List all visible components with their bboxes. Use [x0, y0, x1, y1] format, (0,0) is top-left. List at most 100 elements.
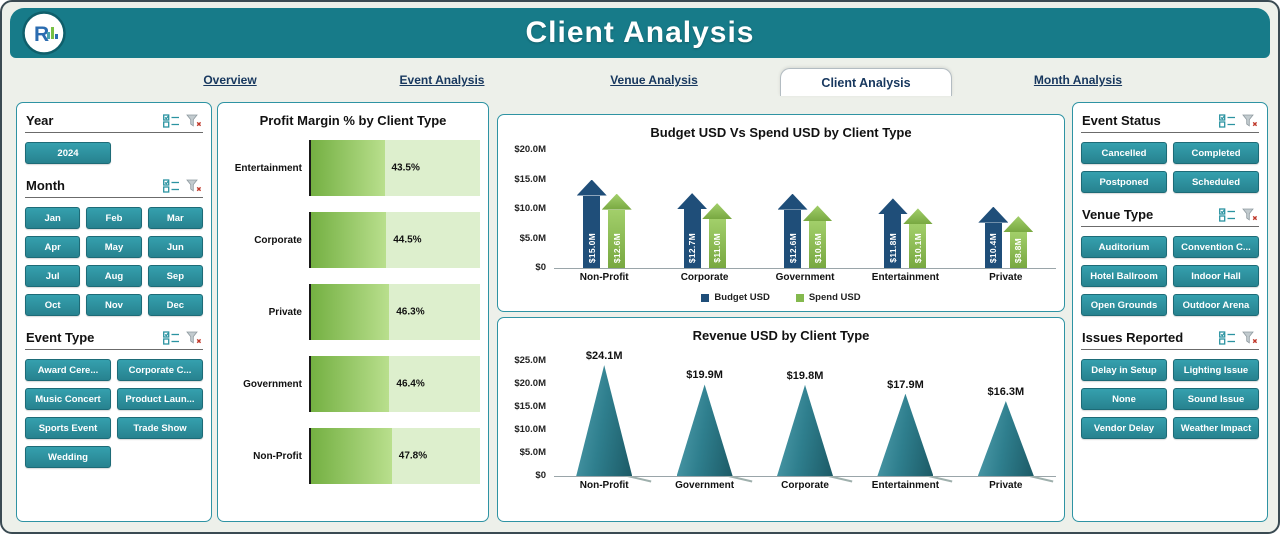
clear-filter-icon[interactable] [1242, 331, 1258, 345]
left-filter-panel: Year 2024 Month Jan Feb Mar Apr May Jun Jul Aug… [16, 102, 212, 522]
slicer-button-lighting-issue[interactable]: Lighting Issue [1173, 359, 1259, 381]
multi-select-icon[interactable] [163, 113, 180, 128]
clear-filter-icon[interactable] [186, 331, 202, 345]
slicer-button-jun[interactable]: Jun [147, 236, 203, 258]
year-buttons: 2024 [25, 142, 203, 164]
month-buttons: Jan Feb Mar Apr May Jun Jul Aug Sep Oct Nov Dec [25, 207, 203, 316]
legend-swatch [795, 293, 804, 302]
slicer-button-delay-in-setup[interactable]: Delay in Setup [1081, 359, 1167, 381]
slicer-button-2024[interactable]: 2024 [25, 142, 111, 164]
issues-reported-slicer: Issues Reported Delay in Setup Lighting I… [1081, 328, 1259, 439]
profit-bar [311, 356, 390, 412]
revenue-chart-title: Revenue USD by Client Type [692, 328, 870, 343]
spend-arrow: $12.6M [601, 193, 632, 268]
profit-margin-panel: Profit Margin % by Client Type Entertain… [217, 102, 489, 522]
slicer-button-trade-show[interactable]: Trade Show [117, 417, 203, 439]
budget-arrow: $12.6M [777, 193, 808, 268]
slicer-button-completed[interactable]: Completed [1173, 142, 1259, 164]
slicer-button-corporate-c-[interactable]: Corporate C... [117, 359, 203, 381]
slicer-button-sound-issue[interactable]: Sound Issue [1173, 388, 1259, 410]
slicer-button-vendor-delay[interactable]: Vendor Delay [1081, 417, 1167, 439]
slicer-button-cancelled[interactable]: Cancelled [1081, 142, 1167, 164]
slicer-button-postponed[interactable]: Postponed [1081, 171, 1167, 193]
venue-type-slicer-title: Venue Type [1082, 207, 1154, 222]
revenue-value-label: $19.9M [686, 369, 723, 382]
slicer-button-open-grounds[interactable]: Open Grounds [1081, 294, 1167, 316]
slicer-button-mar[interactable]: Mar [147, 207, 203, 229]
revenue-chart-body: $0 $5.0M $10.0M $15.0M $20.0M $25.0M $24.1M $1… [506, 350, 1056, 491]
tab-cell: Venue Analysis [548, 62, 760, 96]
category-label: Non-Profit [579, 480, 629, 491]
budget-arrow: $10.4M [978, 206, 1009, 268]
slicer-button-outdoor-arena[interactable]: Outdoor Arena [1173, 294, 1259, 316]
clear-filter-icon[interactable] [1242, 208, 1258, 222]
slicer-button-award-cere-[interactable]: Award Cere... [25, 359, 111, 381]
slicer-button-music-concert[interactable]: Music Concert [25, 388, 111, 410]
spend-arrow: $11.0M [702, 203, 733, 268]
slicer-button-sep[interactable]: Sep [147, 265, 203, 287]
slicer-button-convention-c-[interactable]: Convention C... [1173, 236, 1259, 258]
clear-filter-icon[interactable] [186, 114, 202, 128]
tab-month-analysis[interactable]: Month Analysis [1033, 73, 1123, 87]
tab-venue-analysis[interactable]: Venue Analysis [610, 73, 698, 87]
slicer-button-scheduled[interactable]: Scheduled [1173, 171, 1259, 193]
slicer-button-weather-impact[interactable]: Weather Impact [1173, 417, 1259, 439]
month-slicer-title: Month [26, 178, 65, 193]
slicer-button-nov[interactable]: Nov [86, 294, 142, 316]
tab-event-analysis[interactable]: Event Analysis [399, 73, 485, 87]
multi-select-icon[interactable] [1219, 330, 1236, 345]
y-tick: $15.0M [514, 173, 546, 185]
slicer-button-none[interactable]: None [1081, 388, 1167, 410]
multi-select-icon[interactable] [163, 330, 180, 345]
slicer-button-sports-event[interactable]: Sports Event [25, 417, 111, 439]
arrow-value-label: $10.1M [912, 232, 923, 263]
slicer-button-oct[interactable]: Oct [25, 294, 81, 316]
tab-cell: Overview [124, 62, 336, 96]
budget-group: $15.0M $12.6M [554, 179, 654, 268]
slicer-button-feb[interactable]: Feb [86, 207, 142, 229]
budget-spend-panel: Budget USD Vs Spend USD by Client Type $… [497, 114, 1065, 312]
clear-filter-icon[interactable] [186, 179, 202, 193]
slicer-button-may[interactable]: May [86, 236, 142, 258]
arrow-head [1003, 216, 1034, 233]
profit-bar [311, 428, 392, 484]
tab-client-analysis[interactable]: Client Analysis [780, 68, 952, 96]
multi-select-icon[interactable] [163, 178, 180, 193]
profit-bar [311, 140, 385, 196]
arrow-head [902, 208, 933, 225]
tab-cell: Client Analysis [760, 62, 972, 96]
arrow-shaft: $10.6M [809, 221, 827, 268]
slicer-button-jul[interactable]: Jul [25, 265, 81, 287]
slicer-button-apr[interactable]: Apr [25, 236, 81, 258]
event-status-slicer-header: Event Status [1081, 111, 1259, 133]
budget-chart-body: $0 $5.0M $10.0M $15.0M $20.0M $15.0M $12.6M $1… [506, 144, 1056, 283]
month-slicer: Month Jan Feb Mar Apr May Jun Jul Aug Sep Oct Nov D… [25, 176, 203, 316]
spend-arrow: $10.1M [902, 208, 933, 268]
revenue-plot-wrap: $24.1M $19.9M $19.8M $17.9M $16.3M Non-Profi… [554, 350, 1056, 491]
y-tick: $20.0M [514, 144, 546, 155]
slicer-button-wedding[interactable]: Wedding [25, 446, 111, 468]
multi-select-icon[interactable] [1219, 207, 1236, 222]
slicer-button-indoor-hall[interactable]: Indoor Hall [1173, 265, 1259, 287]
profit-bar-row: Entertainment 43.5% [226, 140, 480, 196]
y-tick: $10.0M [514, 424, 546, 435]
revenue-value-label: $24.1M [585, 350, 623, 363]
slicer-button-auditorium[interactable]: Auditorium [1081, 236, 1167, 258]
category-label: Corporate [781, 480, 829, 491]
revenue-category-axis: Non-Profit Government Corporate Entertainme… [554, 480, 1056, 491]
multi-select-icon[interactable] [1219, 113, 1236, 128]
profit-category-label: Entertainment [234, 162, 302, 174]
profit-bar-track: 47.8% [309, 428, 480, 484]
revenue-cone [576, 365, 633, 476]
slicer-button-hotel-ballroom[interactable]: Hotel Ballroom [1081, 265, 1167, 287]
category-label: Private [989, 272, 1023, 283]
arrow-shaft: $12.6M [784, 209, 802, 268]
arrow-value-label: $12.6M [787, 232, 798, 263]
clear-filter-icon[interactable] [1242, 114, 1258, 128]
slicer-button-aug[interactable]: Aug [86, 265, 142, 287]
slicer-button-dec[interactable]: Dec [147, 294, 203, 316]
revenue-group: $17.9M [855, 379, 955, 483]
slicer-button-product-laun-[interactable]: Product Laun... [117, 388, 203, 410]
slicer-button-jan[interactable]: Jan [25, 207, 81, 229]
tab-overview[interactable]: Overview [203, 73, 257, 87]
